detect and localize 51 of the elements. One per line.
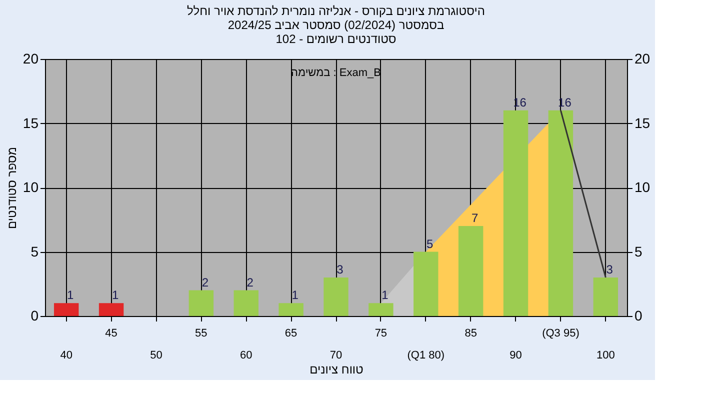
y-tick-label: 20: [22, 50, 39, 66]
y-tick-label: 5: [30, 243, 39, 260]
data-label: 2: [202, 275, 209, 290]
y2-tick-label: 0: [634, 308, 642, 324]
text: היסטוגרמת ציונים בקורס - אנליזה נומרית להנדסת אויר וחלל: [187, 4, 485, 18]
bar: [548, 110, 574, 316]
x-tick-label: (Q3 95): [542, 328, 580, 340]
x-tick-label: 45: [105, 328, 118, 340]
x-tick-label: 70: [330, 350, 342, 362]
y2-tick-label: 10: [634, 179, 650, 195]
data-label: 1: [292, 288, 299, 302]
y-tick-label: 10: [22, 179, 39, 195]
x-tick-label: 50: [150, 350, 162, 362]
y2-tick-label: 20: [634, 50, 650, 66]
bar: [278, 303, 304, 316]
x-axis-title: טווח ציונים: [310, 362, 364, 376]
text: בסמסטר (02/2024) סמסטר אביב 2024/25: [228, 18, 444, 32]
x-tick-label: 65: [284, 328, 298, 340]
bar: [458, 226, 484, 316]
y-tick-label: 0: [30, 308, 39, 324]
bar: [54, 303, 79, 316]
bar: [368, 303, 394, 316]
x-tick-label: 55: [195, 328, 208, 340]
x-tick-label: 75: [374, 328, 388, 340]
annotation: במשימה : Exam_B: [291, 67, 381, 79]
y-axis-title: מספר סטודנטים: [4, 146, 19, 230]
bar: [98, 303, 124, 316]
text: סטודנטים רשומים - 102: [276, 32, 396, 46]
data-label: 3: [606, 262, 614, 276]
data-label: 7: [471, 211, 478, 226]
bar: [414, 252, 438, 316]
y-tick-label: 15: [22, 114, 39, 131]
bar: [593, 277, 618, 316]
data-label: 1: [382, 288, 389, 302]
data-label: 3: [336, 262, 344, 276]
bar: [188, 290, 214, 316]
y2-tick-label: 15: [634, 114, 650, 131]
data-label: 1: [67, 288, 74, 302]
x-tick-label: 100: [596, 350, 615, 362]
y2-tick-label: 5: [634, 243, 642, 260]
x-tick-label: 90: [510, 350, 522, 362]
bar: [503, 110, 528, 316]
data-label: 2: [246, 275, 254, 290]
x-tick-label: (Q1 80): [407, 350, 445, 362]
x-tick-label: 85: [464, 328, 477, 340]
x-tick-label: 40: [60, 350, 72, 362]
bar: [234, 290, 258, 316]
x-tick-label: 60: [240, 350, 252, 362]
data-label: 5: [426, 236, 434, 251]
data-label: 1: [112, 288, 119, 302]
bar: [324, 277, 348, 316]
